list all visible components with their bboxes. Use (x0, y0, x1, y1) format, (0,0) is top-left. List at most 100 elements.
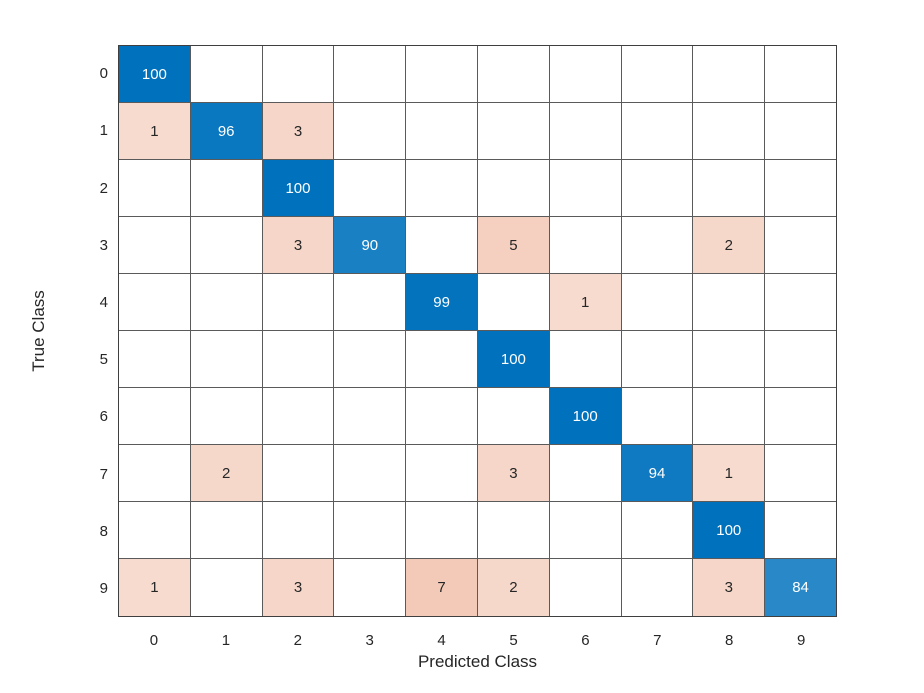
matrix-cell: 3 (693, 559, 766, 616)
x-tick-label: 6 (581, 631, 590, 649)
matrix-cell (262, 331, 335, 388)
y-tick-label: 4 (99, 293, 108, 311)
cell-value: 1 (724, 464, 733, 482)
cell-value: 99 (433, 293, 450, 311)
cell-value: 100 (141, 65, 167, 83)
matrix-cell: 100 (119, 46, 191, 103)
cell-value: 94 (648, 464, 666, 482)
cell-value: 3 (509, 464, 518, 482)
matrix-cell (549, 331, 622, 388)
matrix-cell: 7 (406, 559, 478, 616)
matrix-cell (406, 445, 478, 502)
matrix-cell (190, 331, 263, 388)
matrix-cell: 2 (190, 445, 263, 502)
matrix-cell (406, 217, 478, 274)
matrix-cell (477, 103, 550, 160)
matrix-cell: 96 (190, 103, 263, 160)
y-tick-label: 3 (99, 236, 108, 254)
matrix-cell (190, 46, 263, 103)
x-tick-label: 3 (365, 631, 374, 649)
matrix-cell (621, 331, 694, 388)
matrix-cell (406, 46, 478, 103)
cell-value: 5 (509, 236, 518, 254)
matrix-row: 99 1 (119, 274, 836, 331)
matrix-cell (334, 559, 407, 616)
matrix-cell: 100 (477, 331, 550, 388)
matrix-cell (262, 274, 335, 331)
cell-value: 84 (792, 579, 809, 596)
matrix-cell (190, 160, 263, 217)
matrix-cell (693, 160, 766, 217)
matrix-cell (119, 217, 191, 274)
matrix-cell (621, 103, 694, 160)
matrix-cell: 1 (119, 103, 191, 160)
matrix-cell (693, 103, 766, 160)
y-tick-label: 0 (99, 65, 108, 83)
matrix-cell: 2 (693, 217, 766, 274)
matrix-cell (119, 160, 191, 217)
matrix-cell (119, 331, 191, 388)
cell-value: 3 (293, 579, 303, 596)
matrix-cell (621, 46, 694, 103)
y-tick-label: 2 (99, 179, 108, 197)
matrix-cell (549, 559, 622, 616)
matrix-row: 100 (119, 331, 836, 388)
cell-value: 100 (716, 521, 742, 539)
matrix-cell (334, 331, 407, 388)
cell-value: 1 (581, 293, 590, 311)
matrix-cell (262, 388, 335, 445)
matrix-cell (334, 502, 407, 559)
matrix-cell (765, 502, 836, 559)
matrix-cell (477, 160, 550, 217)
matrix-cell: 2 (477, 559, 550, 616)
cell-value: 3 (293, 236, 303, 254)
matrix-row: 100 (119, 388, 836, 445)
matrix-cell (334, 46, 407, 103)
confusion-matrix-grid: 100 1 96 3 100 3 90 5 2 99 1 100 100 2 3 94 1 100 1 3 7 2 3 84 (118, 45, 837, 617)
matrix-row: 2 3 94 1 (119, 445, 836, 502)
matrix-cell (549, 103, 622, 160)
matrix-cell: 1 (119, 559, 191, 616)
y-tick-label: 5 (99, 351, 108, 369)
matrix-cell (765, 388, 836, 445)
matrix-cell (549, 445, 622, 502)
y-tick-label: 8 (99, 522, 108, 540)
cell-value: 96 (217, 122, 235, 140)
matrix-cell: 3 (262, 559, 335, 616)
matrix-row: 100 (119, 160, 836, 217)
y-tick-label: 6 (99, 408, 108, 426)
matrix-cell (693, 274, 766, 331)
cell-value: 3 (724, 579, 733, 596)
x-tick-label: 4 (437, 631, 446, 649)
x-tick-label: 5 (509, 631, 518, 649)
matrix-cell (693, 388, 766, 445)
matrix-cell (765, 103, 836, 160)
x-tick-label: 2 (293, 631, 302, 649)
matrix-cell (119, 274, 191, 331)
matrix-cell: 100 (262, 160, 335, 217)
y-tick-label: 7 (99, 465, 108, 483)
matrix-cell (334, 160, 407, 217)
cell-value: 7 (437, 579, 446, 596)
matrix-cell (477, 388, 550, 445)
matrix-cell (477, 502, 550, 559)
cell-value: 90 (361, 236, 379, 254)
matrix-cell (406, 103, 478, 160)
matrix-cell: 1 (693, 445, 766, 502)
matrix-cell: 3 (262, 103, 335, 160)
matrix-cell (190, 274, 263, 331)
x-tick-label: 7 (653, 631, 662, 649)
cell-value: 3 (293, 122, 303, 140)
y-tick-label: 9 (99, 579, 108, 597)
matrix-row: 1 3 7 2 3 84 (119, 559, 836, 616)
matrix-cell (765, 217, 836, 274)
matrix-cell (621, 274, 694, 331)
matrix-cell: 84 (765, 559, 836, 616)
matrix-cell (334, 103, 407, 160)
matrix-cell (621, 388, 694, 445)
cell-value: 100 (285, 179, 311, 197)
matrix-cell (262, 46, 335, 103)
matrix-cell: 90 (334, 217, 407, 274)
cell-value: 100 (500, 350, 526, 368)
